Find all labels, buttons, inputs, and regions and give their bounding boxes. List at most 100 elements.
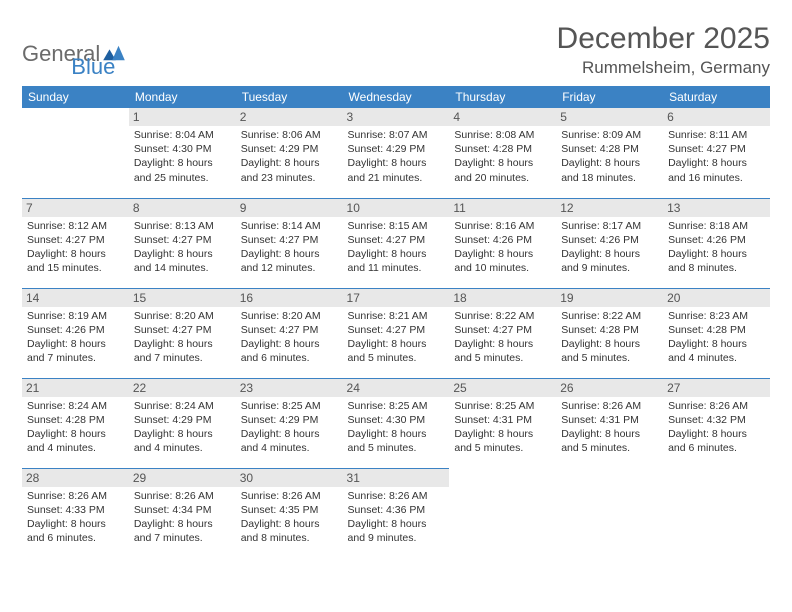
- calendar-cell: 14Sunrise: 8:19 AMSunset: 4:26 PMDayligh…: [22, 288, 129, 378]
- sunrise-text: Sunrise: 8:23 AM: [668, 309, 765, 323]
- sunset-text: Sunset: 4:26 PM: [27, 323, 124, 337]
- daylight-text: Daylight: 8 hours: [134, 247, 231, 261]
- day-number: 12: [556, 199, 663, 217]
- daylight-text: Daylight: 8 hours: [134, 517, 231, 531]
- daylight-text: Daylight: 8 hours: [348, 517, 445, 531]
- calendar-cell: 27Sunrise: 8:26 AMSunset: 4:32 PMDayligh…: [663, 378, 770, 468]
- daylight-text: and 20 minutes.: [454, 171, 551, 185]
- sunrise-text: Sunrise: 8:22 AM: [454, 309, 551, 323]
- daylight-text: and 9 minutes.: [348, 531, 445, 545]
- daylight-text: and 4 minutes.: [241, 441, 338, 455]
- day-number: 2: [236, 108, 343, 126]
- day-number: 29: [129, 469, 236, 487]
- calendar-cell: 22Sunrise: 8:24 AMSunset: 4:29 PMDayligh…: [129, 378, 236, 468]
- daylight-text: Daylight: 8 hours: [348, 427, 445, 441]
- daylight-text: and 5 minutes.: [561, 351, 658, 365]
- daylight-text: Daylight: 8 hours: [454, 427, 551, 441]
- calendar-cell: 2Sunrise: 8:06 AMSunset: 4:29 PMDaylight…: [236, 108, 343, 198]
- sunrise-text: Sunrise: 8:26 AM: [241, 489, 338, 503]
- month-title: December 2025: [557, 22, 770, 56]
- sunset-text: Sunset: 4:28 PM: [454, 142, 551, 156]
- day-number: 31: [343, 469, 450, 487]
- sunset-text: Sunset: 4:27 PM: [454, 323, 551, 337]
- sunrise-text: Sunrise: 8:24 AM: [27, 399, 124, 413]
- sunrise-text: Sunrise: 8:26 AM: [134, 489, 231, 503]
- calendar-cell: 30Sunrise: 8:26 AMSunset: 4:35 PMDayligh…: [236, 468, 343, 558]
- daylight-text: and 8 minutes.: [241, 531, 338, 545]
- calendar-cell: 25Sunrise: 8:25 AMSunset: 4:31 PMDayligh…: [449, 378, 556, 468]
- day-number: 6: [663, 108, 770, 126]
- calendar-row: 28Sunrise: 8:26 AMSunset: 4:33 PMDayligh…: [22, 468, 770, 558]
- sunset-text: Sunset: 4:27 PM: [134, 233, 231, 247]
- calendar-cell: 24Sunrise: 8:25 AMSunset: 4:30 PMDayligh…: [343, 378, 450, 468]
- logo-word-2: Blue: [71, 54, 115, 80]
- daylight-text: Daylight: 8 hours: [27, 517, 124, 531]
- sunset-text: Sunset: 4:27 PM: [134, 323, 231, 337]
- daylight-text: and 4 minutes.: [27, 441, 124, 455]
- day-header: Tuesday: [236, 86, 343, 108]
- daylight-text: Daylight: 8 hours: [348, 156, 445, 170]
- calendar-cell: 18Sunrise: 8:22 AMSunset: 4:27 PMDayligh…: [449, 288, 556, 378]
- calendar-cell: 10Sunrise: 8:15 AMSunset: 4:27 PMDayligh…: [343, 198, 450, 288]
- sunset-text: Sunset: 4:27 PM: [348, 233, 445, 247]
- daylight-text: and 10 minutes.: [454, 261, 551, 275]
- daylight-text: Daylight: 8 hours: [668, 427, 765, 441]
- daylight-text: and 5 minutes.: [561, 441, 658, 455]
- sunset-text: Sunset: 4:27 PM: [27, 233, 124, 247]
- sunset-text: Sunset: 4:29 PM: [348, 142, 445, 156]
- daylight-text: Daylight: 8 hours: [454, 337, 551, 351]
- daylight-text: Daylight: 8 hours: [241, 156, 338, 170]
- calendar-cell: 19Sunrise: 8:22 AMSunset: 4:28 PMDayligh…: [556, 288, 663, 378]
- title-block: December 2025 Rummelsheim, Germany: [557, 22, 770, 78]
- daylight-text: Daylight: 8 hours: [561, 156, 658, 170]
- sunset-text: Sunset: 4:27 PM: [348, 323, 445, 337]
- daylight-text: Daylight: 8 hours: [134, 337, 231, 351]
- daylight-text: and 6 minutes.: [668, 441, 765, 455]
- daylight-text: and 7 minutes.: [134, 351, 231, 365]
- day-number: 1: [129, 108, 236, 126]
- daylight-text: and 6 minutes.: [241, 351, 338, 365]
- daylight-text: and 7 minutes.: [134, 531, 231, 545]
- day-number: 8: [129, 199, 236, 217]
- sunset-text: Sunset: 4:33 PM: [27, 503, 124, 517]
- sunset-text: Sunset: 4:29 PM: [241, 413, 338, 427]
- sunrise-text: Sunrise: 8:18 AM: [668, 219, 765, 233]
- calendar-cell: 23Sunrise: 8:25 AMSunset: 4:29 PMDayligh…: [236, 378, 343, 468]
- sunrise-text: Sunrise: 8:19 AM: [27, 309, 124, 323]
- sunset-text: Sunset: 4:27 PM: [241, 323, 338, 337]
- day-number: 23: [236, 379, 343, 397]
- calendar-head: SundayMondayTuesdayWednesdayThursdayFrid…: [22, 86, 770, 108]
- calendar-cell: 9Sunrise: 8:14 AMSunset: 4:27 PMDaylight…: [236, 198, 343, 288]
- sunrise-text: Sunrise: 8:11 AM: [668, 128, 765, 142]
- calendar-cell: 20Sunrise: 8:23 AMSunset: 4:28 PMDayligh…: [663, 288, 770, 378]
- day-number: 19: [556, 289, 663, 307]
- daylight-text: and 14 minutes.: [134, 261, 231, 275]
- day-number: 3: [343, 108, 450, 126]
- sunrise-text: Sunrise: 8:07 AM: [348, 128, 445, 142]
- sunrise-text: Sunrise: 8:14 AM: [241, 219, 338, 233]
- sunrise-text: Sunrise: 8:08 AM: [454, 128, 551, 142]
- calendar-cell: 8Sunrise: 8:13 AMSunset: 4:27 PMDaylight…: [129, 198, 236, 288]
- day-header: Thursday: [449, 86, 556, 108]
- daylight-text: and 18 minutes.: [561, 171, 658, 185]
- daylight-text: and 4 minutes.: [134, 441, 231, 455]
- daylight-text: Daylight: 8 hours: [668, 247, 765, 261]
- calendar-cell: 12Sunrise: 8:17 AMSunset: 4:26 PMDayligh…: [556, 198, 663, 288]
- sunset-text: Sunset: 4:30 PM: [348, 413, 445, 427]
- sunrise-text: Sunrise: 8:25 AM: [348, 399, 445, 413]
- day-number: 16: [236, 289, 343, 307]
- sunrise-text: Sunrise: 8:06 AM: [241, 128, 338, 142]
- daylight-text: and 21 minutes.: [348, 171, 445, 185]
- sunrise-text: Sunrise: 8:16 AM: [454, 219, 551, 233]
- calendar-cell: 16Sunrise: 8:20 AMSunset: 4:27 PMDayligh…: [236, 288, 343, 378]
- daylight-text: and 5 minutes.: [454, 441, 551, 455]
- day-number: 17: [343, 289, 450, 307]
- calendar-cell: 1Sunrise: 8:04 AMSunset: 4:30 PMDaylight…: [129, 108, 236, 198]
- sunset-text: Sunset: 4:31 PM: [454, 413, 551, 427]
- daylight-text: Daylight: 8 hours: [27, 247, 124, 261]
- sunset-text: Sunset: 4:28 PM: [668, 323, 765, 337]
- day-number: 26: [556, 379, 663, 397]
- daylight-text: Daylight: 8 hours: [27, 427, 124, 441]
- day-number: 22: [129, 379, 236, 397]
- day-number: 4: [449, 108, 556, 126]
